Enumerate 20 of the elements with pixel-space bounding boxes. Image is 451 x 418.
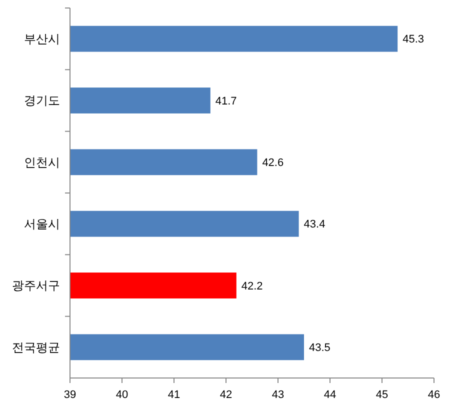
x-tick-label: 41 bbox=[168, 389, 180, 401]
data-label: 45.3 bbox=[402, 34, 424, 46]
x-tick-label: 44 bbox=[324, 389, 336, 401]
y-tick-label: 전국평균 bbox=[12, 340, 60, 354]
y-tick-label: 광주서구 bbox=[12, 278, 60, 293]
y-tick-label: 서울시 bbox=[24, 217, 60, 232]
y-tick-label: 경기도 bbox=[24, 94, 60, 108]
y-tick-label: 부산시 bbox=[24, 32, 60, 46]
data-label: 42.2 bbox=[241, 280, 263, 292]
x-tick-label: 39 bbox=[64, 389, 76, 401]
x-tick-label: 40 bbox=[116, 389, 128, 401]
data-label: 42.6 bbox=[262, 157, 284, 170]
data-label: 43.5 bbox=[309, 342, 330, 354]
x-tick-label: 46 bbox=[428, 389, 440, 401]
x-tick-label: 45 bbox=[376, 389, 388, 401]
data-label: 43.4 bbox=[304, 218, 326, 231]
x-tick-label: 43 bbox=[272, 389, 284, 401]
x-tick-label: 42 bbox=[220, 389, 232, 401]
data-label: 41.7 bbox=[215, 95, 237, 108]
y-tick-label: 인천시 bbox=[24, 155, 60, 170]
